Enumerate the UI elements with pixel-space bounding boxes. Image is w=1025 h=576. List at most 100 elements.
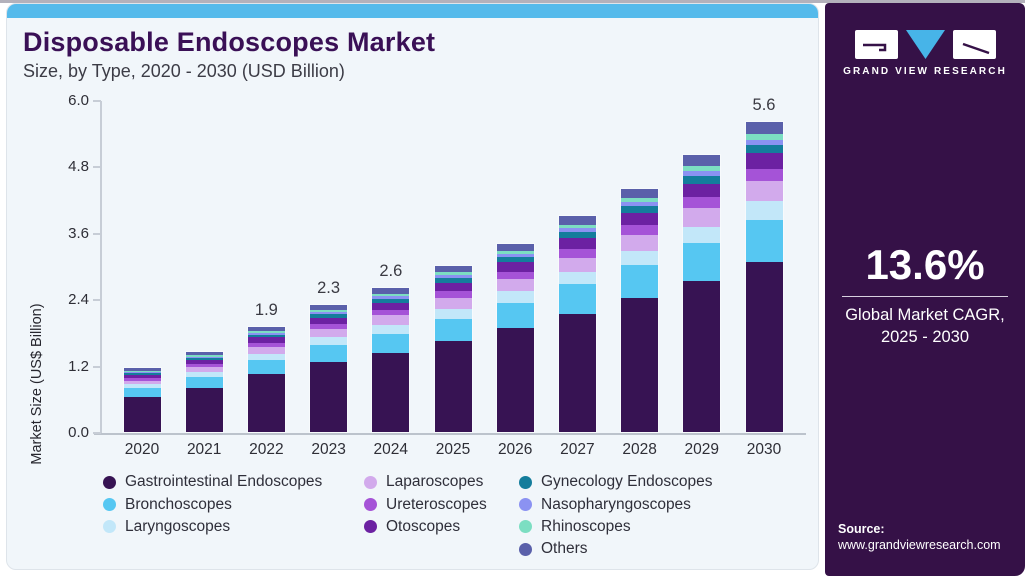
y-tick-label: 1.2 bbox=[68, 357, 89, 375]
bar-segment bbox=[185, 356, 223, 358]
bar-segment bbox=[123, 370, 161, 372]
legend-label: Otoscopes bbox=[386, 517, 461, 535]
logo-v-icon bbox=[905, 30, 945, 59]
legend-dot-icon bbox=[364, 498, 377, 512]
bar-segment bbox=[683, 243, 721, 281]
bar-segment bbox=[434, 278, 472, 283]
bar-segment bbox=[434, 297, 472, 309]
stacked-bar-2021 bbox=[184, 350, 224, 434]
bar-segment bbox=[683, 226, 721, 244]
x-tick-label: 2023 bbox=[311, 441, 346, 458]
bar-segment bbox=[683, 197, 721, 209]
legend-item: Others bbox=[519, 538, 712, 560]
bar-segment bbox=[621, 206, 659, 213]
bar-segment bbox=[558, 284, 596, 314]
x-tick-label: 2024 bbox=[373, 441, 409, 458]
y-tick-mark bbox=[93, 365, 101, 368]
top-accent-bar bbox=[7, 4, 818, 18]
x-tick-label: 2028 bbox=[622, 441, 657, 458]
legend-label: Laryngoscopes bbox=[125, 517, 231, 535]
bar-segment bbox=[558, 224, 596, 229]
y-tick-mark bbox=[93, 232, 101, 235]
bar-segment bbox=[310, 314, 348, 318]
bar-segment bbox=[185, 367, 223, 373]
bar-segment bbox=[372, 296, 410, 299]
bar-segment bbox=[496, 271, 534, 280]
bar-segment bbox=[621, 202, 659, 207]
bar-segment bbox=[558, 257, 596, 272]
logo-wordmark: GRAND VIEW RESEARCH bbox=[843, 66, 1007, 77]
bar-segment bbox=[558, 271, 596, 285]
y-tick-label: 0.0 bbox=[68, 424, 89, 441]
bar-segment bbox=[496, 243, 534, 252]
legend-dot-icon bbox=[519, 475, 532, 489]
bar-segment bbox=[247, 326, 285, 331]
bar-segment bbox=[745, 168, 783, 181]
bar-segment bbox=[247, 347, 285, 355]
bar-value-label: 2.6 bbox=[379, 262, 403, 281]
bar-segment bbox=[558, 313, 596, 432]
stacked-bar-2027 bbox=[557, 215, 597, 433]
bar-segment bbox=[745, 133, 783, 140]
y-tick-mark bbox=[93, 100, 101, 102]
y-axis-line bbox=[100, 101, 102, 434]
stacked-bar-2024 bbox=[371, 287, 411, 433]
bar-segment bbox=[621, 235, 659, 252]
bar-segment bbox=[496, 257, 534, 263]
bar-segment bbox=[621, 265, 659, 299]
bar-segment bbox=[683, 175, 721, 184]
y-tick-label: 4.8 bbox=[68, 158, 89, 176]
y-tick-label: 3.6 bbox=[68, 224, 89, 242]
bar-segment bbox=[185, 351, 223, 356]
bar-segment bbox=[123, 384, 161, 389]
bar-segment bbox=[310, 304, 348, 310]
plot-area: Market Size (US$ Billion) 0.0 1.2 2.4 3.6 4.… bbox=[29, 92, 806, 465]
bar-segment bbox=[434, 275, 472, 279]
bar-segment bbox=[683, 280, 721, 432]
bar-segment bbox=[745, 153, 783, 169]
bar-segment bbox=[745, 144, 783, 154]
bar-segment bbox=[123, 397, 161, 432]
source-label: Source: bbox=[838, 522, 885, 536]
bar-segment bbox=[185, 377, 223, 389]
bar-segment bbox=[683, 165, 721, 172]
stacked-bar-2020 bbox=[122, 367, 162, 433]
legend-item: Otoscopes bbox=[364, 516, 487, 538]
bar-segment bbox=[123, 374, 161, 378]
stacked-bar-2030 bbox=[744, 121, 784, 433]
bar-segment bbox=[434, 290, 472, 298]
bar-segment bbox=[621, 188, 659, 199]
bar-segment bbox=[247, 333, 285, 335]
bar-segment bbox=[621, 298, 659, 432]
legend-label: Gynecology Endoscopes bbox=[541, 473, 713, 491]
bar-segment bbox=[247, 330, 285, 334]
legend-label: Others bbox=[541, 540, 588, 558]
x-tick-label: 2025 bbox=[435, 441, 471, 458]
bar-segment bbox=[558, 228, 596, 232]
bar-segment bbox=[496, 279, 534, 292]
legend-dot-icon bbox=[103, 498, 116, 512]
bar-value-label: 5.6 bbox=[752, 96, 776, 115]
legend-dot-icon bbox=[364, 520, 377, 534]
bar-segment bbox=[372, 324, 410, 334]
window-top-edge bbox=[0, 0, 1025, 3]
cagr-caption-line1: Global Market CAGR, bbox=[845, 306, 1005, 324]
bar-segment bbox=[558, 231, 596, 238]
bar-segment bbox=[683, 183, 721, 198]
bar-segment bbox=[745, 219, 783, 262]
stacked-bar-2026 bbox=[495, 242, 535, 434]
bar-value-label: 2.3 bbox=[317, 278, 341, 297]
bar-segment bbox=[496, 262, 534, 272]
legend-dot-icon bbox=[519, 542, 532, 556]
bar-segment bbox=[372, 288, 410, 294]
bar-segment bbox=[683, 171, 721, 176]
legend-dot-icon bbox=[364, 475, 377, 489]
bar-segment bbox=[434, 272, 472, 276]
bar-segment bbox=[434, 308, 472, 319]
bar-segment bbox=[745, 122, 783, 134]
bar-segment bbox=[247, 360, 285, 375]
bar-segment bbox=[247, 342, 285, 348]
x-tick-label: 2030 bbox=[746, 441, 782, 458]
legend-dot-icon bbox=[103, 520, 116, 534]
bar-segment bbox=[745, 200, 783, 220]
